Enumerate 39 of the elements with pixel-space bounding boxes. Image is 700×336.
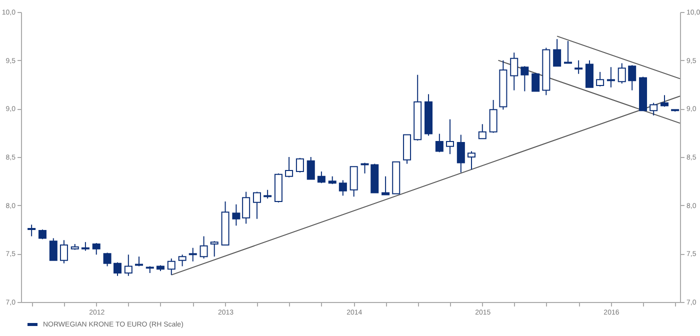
- candlestick: [200, 236, 208, 259]
- candlestick: [60, 240, 68, 264]
- candlestick: [285, 156, 294, 178]
- candlestick: [446, 118, 454, 155]
- candlestick: [210, 240, 218, 258]
- candlestick: [585, 60, 594, 88]
- candlestick: [553, 38, 562, 67]
- candlestick: [114, 262, 122, 276]
- candlestick: [478, 124, 486, 140]
- candlestick: [306, 156, 315, 180]
- candlestick: [628, 64, 636, 91]
- candlestick: [520, 66, 529, 92]
- candlestick: [38, 229, 46, 240]
- candlestick: [350, 166, 358, 198]
- candlestick: [49, 238, 58, 261]
- candlestick: [317, 171, 326, 184]
- candlestick: [188, 247, 197, 262]
- candlestick: [296, 157, 304, 173]
- candlestick: [532, 72, 540, 92]
- candlestick: [252, 191, 261, 220]
- candlestick: [510, 52, 518, 91]
- candlestick: [338, 180, 347, 196]
- candlestick: [489, 99, 498, 134]
- candlestick: [650, 102, 658, 116]
- candlestick: [28, 224, 36, 237]
- candlestick: [232, 204, 240, 226]
- candlestick: [167, 258, 176, 276]
- candlestick: [435, 133, 444, 153]
- candlestick: [124, 254, 132, 276]
- candlestick: [596, 71, 604, 87]
- candlestick: [606, 66, 615, 88]
- candlestick: [467, 150, 476, 170]
- candlestick: [178, 254, 186, 267]
- candlestick: [456, 134, 465, 173]
- candlestick: [574, 60, 583, 74]
- candlestick: [103, 252, 112, 267]
- candlestick: [242, 191, 250, 224]
- candlestick: [618, 62, 626, 84]
- candlestick: [92, 242, 100, 256]
